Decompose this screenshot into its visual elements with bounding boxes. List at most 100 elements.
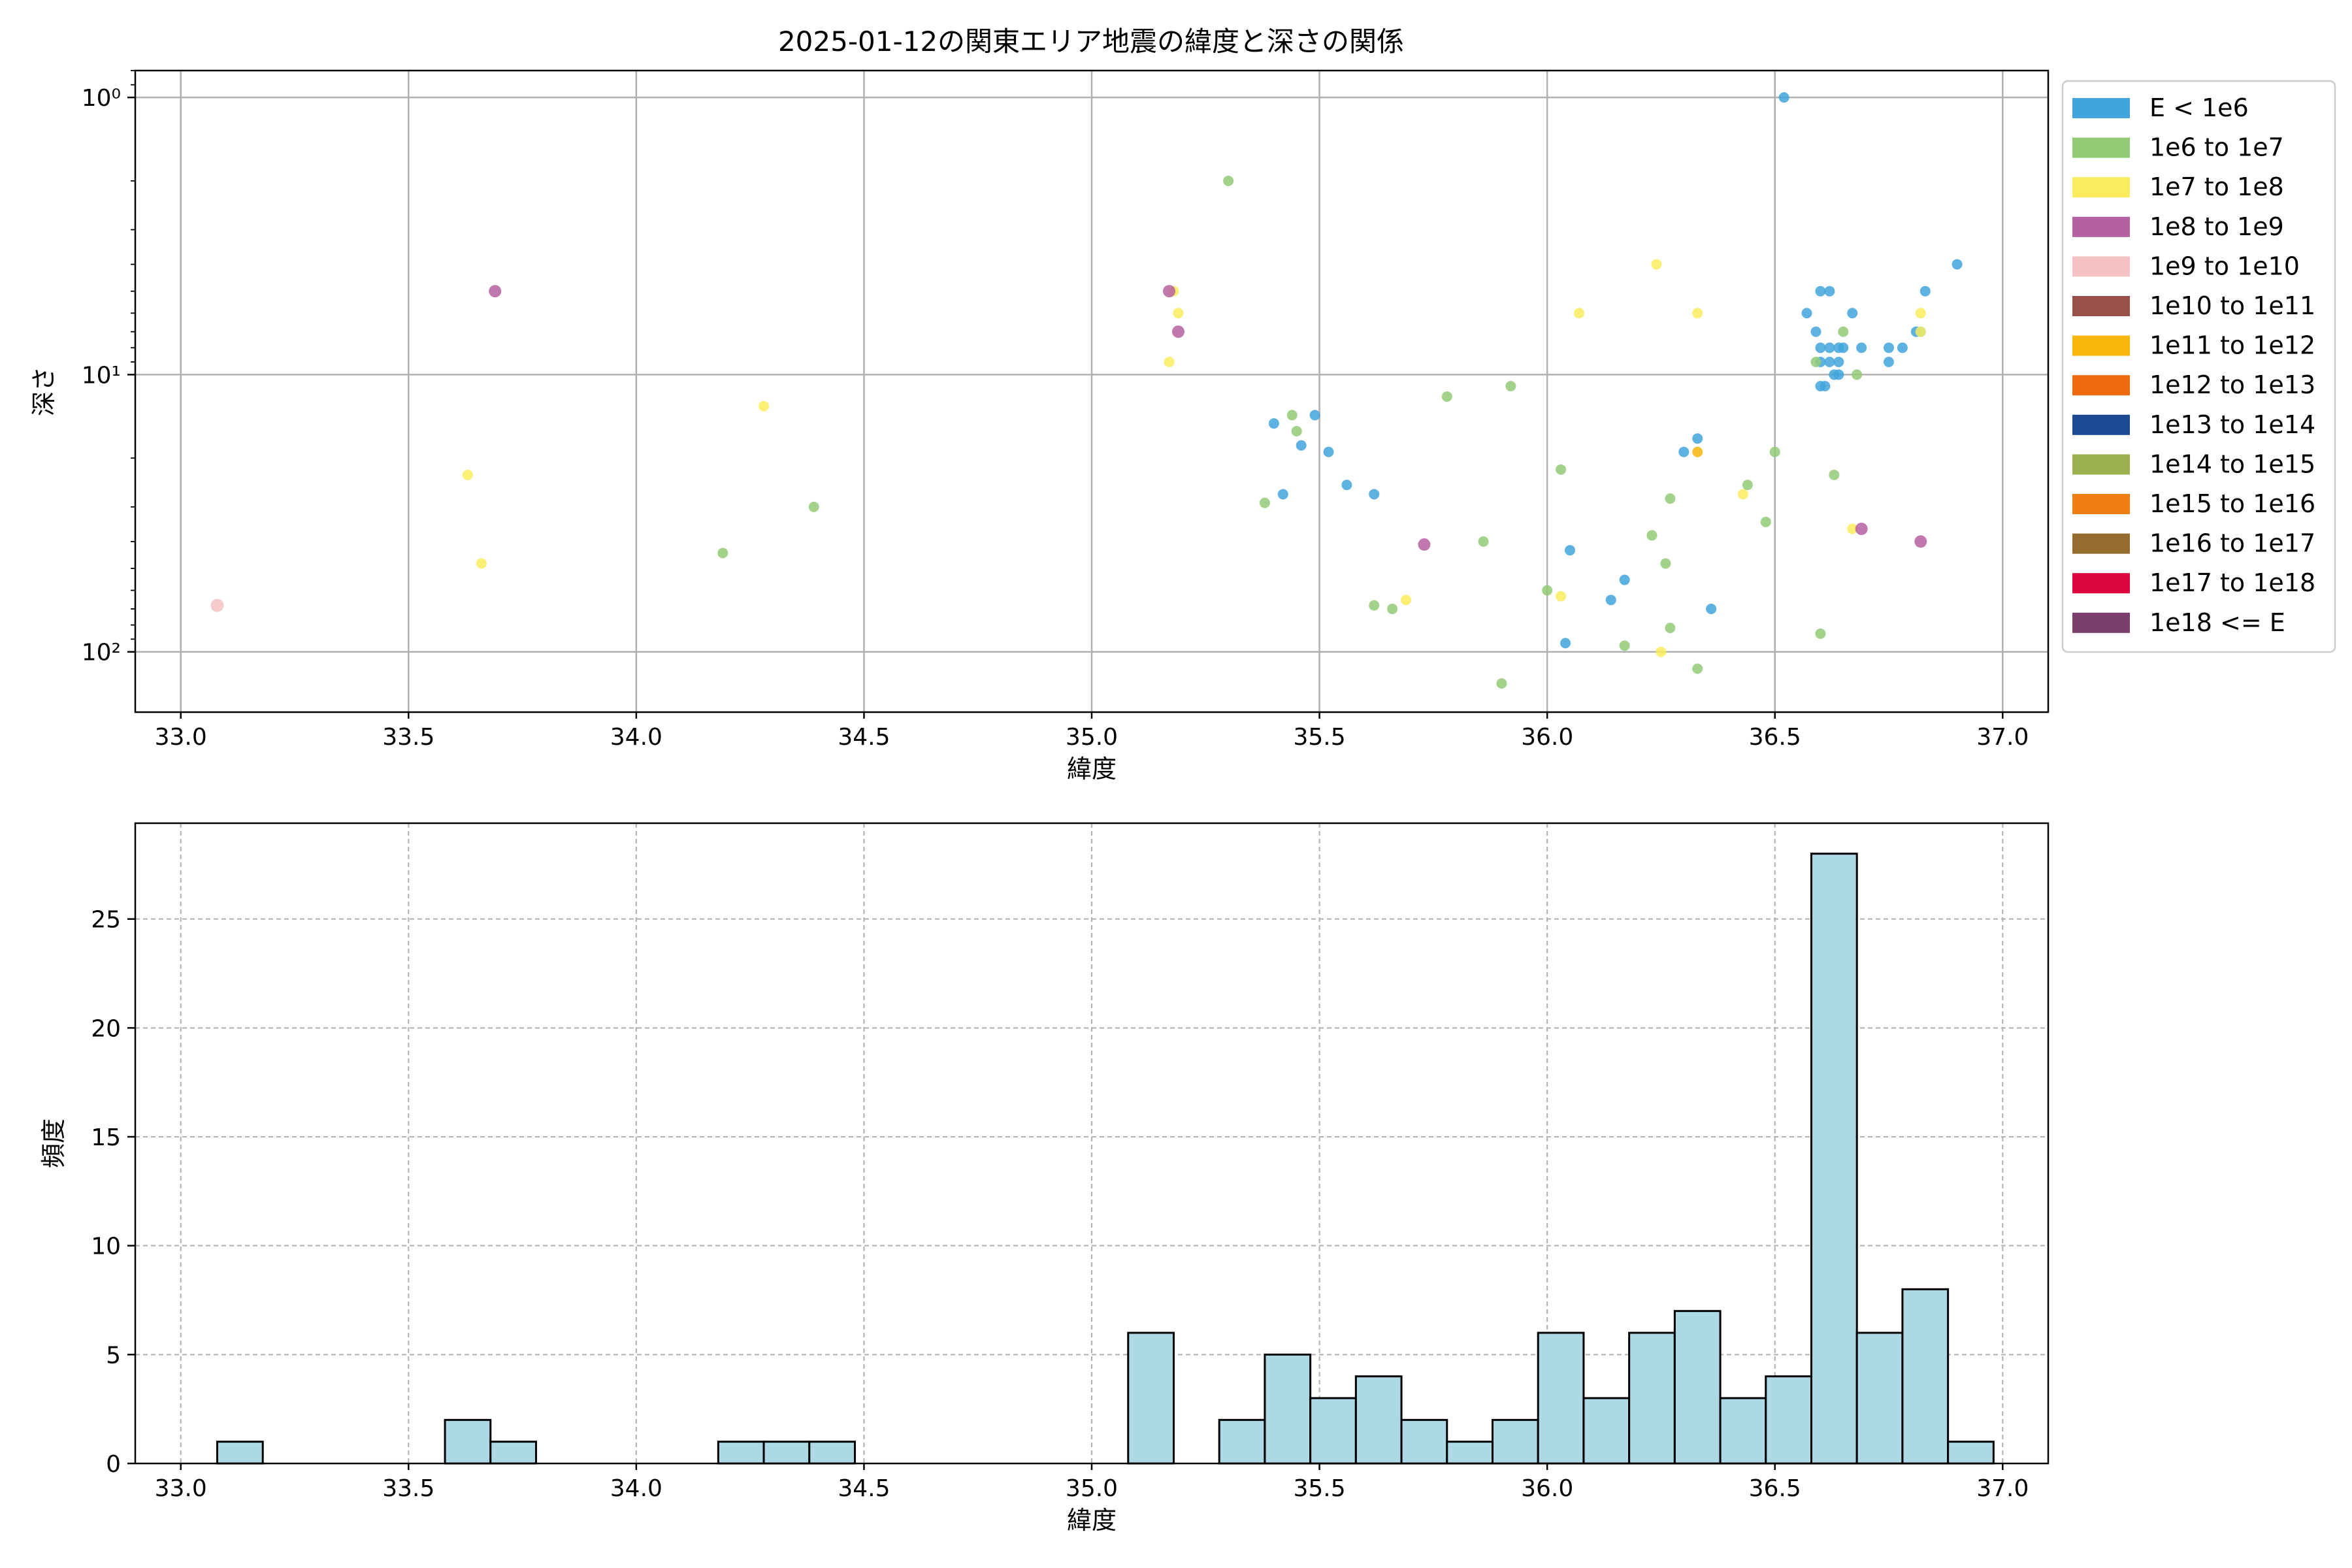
- scatter-point: [1478, 536, 1489, 547]
- scatter-point: [462, 469, 473, 480]
- legend-label: 1e7 to 1e8: [2149, 172, 2284, 201]
- scatter-point: [1369, 489, 1380, 500]
- scatter-point: [1706, 603, 1717, 614]
- histogram-bar: [1628, 1331, 1676, 1465]
- histogram-y-tick-label: 20: [91, 1015, 121, 1042]
- scatter-point: [1815, 342, 1826, 353]
- histogram-bar: [1400, 1418, 1448, 1465]
- scatter-x-ticks: 33.0 33.5 34.0 34.5 35.0 35.5 36.0 36.5 37.0: [155, 712, 2029, 751]
- scatter-point: [489, 285, 502, 298]
- histogram-y-axis-label: 頻度: [39, 1119, 68, 1168]
- legend-swatch: [2072, 137, 2130, 158]
- histogram-panel: 33.0 33.5 34.0 34.5 35.0 35.5 36.0 36.5 37.0 0 5 1…: [39, 822, 2050, 1535]
- scatter-points: [210, 92, 1963, 689]
- legend-label: 1e16 to 1e17: [2149, 529, 2315, 558]
- histogram-bar: [1810, 853, 1858, 1465]
- histogram-bar: [717, 1441, 765, 1465]
- histogram-y-tick-label: 25: [91, 907, 121, 934]
- legend-label: 1e14 to 1e15: [2149, 449, 2315, 478]
- histogram-bar: [1491, 1418, 1539, 1465]
- scatter-point: [1223, 175, 1234, 186]
- legend-label: 1e15 to 1e16: [2149, 489, 2315, 518]
- scatter-point: [476, 558, 487, 569]
- histogram-bar: [1446, 1441, 1494, 1465]
- histogram-x-tick-label: 35.5: [1293, 1475, 1345, 1502]
- scatter-point: [1660, 558, 1671, 569]
- scatter-y-axis-label: 深さ: [29, 367, 58, 416]
- scatter-point: [1856, 342, 1867, 353]
- scatter-point: [759, 400, 770, 412]
- scatter-point: [1496, 678, 1507, 689]
- scatter-point: [717, 547, 728, 559]
- scatter-point: [1852, 369, 1863, 380]
- scatter-point: [1163, 285, 1176, 298]
- scatter-x-tick-label: 33.0: [155, 724, 207, 751]
- histogram-x-tick-label: 36.0: [1521, 1475, 1573, 1502]
- legend-label: 1e12 to 1e13: [2149, 370, 2315, 399]
- scatter-point: [1884, 357, 1894, 368]
- scatter-x-tick-label: 34.0: [610, 724, 662, 751]
- scatter-x-tick-label: 35.0: [1066, 724, 1118, 751]
- scatter-point: [1573, 308, 1584, 319]
- scatter-point: [210, 598, 224, 612]
- scatter-point: [1369, 600, 1380, 611]
- scatter-point: [1833, 369, 1844, 380]
- scatter-point: [1692, 663, 1703, 674]
- scatter-point: [1742, 480, 1753, 491]
- legend-label: E < 1e6: [2149, 93, 2249, 122]
- scatter-point: [1605, 595, 1616, 606]
- scatter-x-tick-label: 36.5: [1749, 724, 1801, 751]
- histogram-bar: [1673, 1310, 1722, 1465]
- histogram-x-tick-label: 35.0: [1066, 1475, 1118, 1502]
- scatter-point: [1164, 357, 1175, 368]
- legend-label: 1e10 to 1e11: [2149, 291, 2315, 320]
- histogram-grid: [135, 823, 2048, 1464]
- histogram-y-ticks: 0 5 10 15 20 25: [91, 907, 135, 1478]
- histogram-bars: [216, 853, 1995, 1465]
- histogram-bar: [1765, 1375, 1812, 1465]
- histogram-bar: [444, 1418, 492, 1465]
- histogram-bar: [808, 1441, 856, 1465]
- histogram-bar: [216, 1441, 264, 1465]
- scatter-point: [1556, 464, 1567, 475]
- histogram-bar: [489, 1441, 537, 1465]
- scatter-point: [1692, 308, 1703, 319]
- scatter-point: [1505, 380, 1516, 391]
- histogram-bar: [1309, 1397, 1357, 1465]
- histogram-x-tick-label: 34.5: [838, 1475, 890, 1502]
- scatter-point: [1824, 286, 1835, 297]
- scatter-point: [1769, 446, 1780, 457]
- histogram-bar: [1582, 1397, 1631, 1465]
- scatter-point: [1838, 342, 1849, 353]
- scatter-point: [1838, 326, 1849, 337]
- legend-label: 1e8 to 1e9: [2149, 212, 2284, 241]
- scatter-point: [1291, 426, 1302, 437]
- scatter-point: [1619, 574, 1630, 585]
- scatter-point: [1820, 380, 1831, 391]
- legend-label: 1e11 to 1e12: [2149, 331, 2315, 360]
- legend-swatch: [2072, 533, 2130, 554]
- scatter-x-tick-label: 33.5: [382, 724, 434, 751]
- scatter-point: [1651, 259, 1662, 270]
- scatter-point: [1665, 623, 1676, 634]
- scatter-grid: [135, 71, 2048, 712]
- scatter-point: [1401, 595, 1412, 606]
- scatter-point: [1296, 440, 1307, 451]
- scatter-point: [1915, 308, 1926, 319]
- histogram-bar: [1537, 1331, 1585, 1465]
- histogram-bar: [1354, 1375, 1403, 1465]
- histogram-x-tick-label: 33.0: [155, 1475, 207, 1502]
- legend-swatch: [2072, 216, 2130, 237]
- scatter-point: [1341, 480, 1352, 491]
- scatter-point: [1556, 591, 1567, 602]
- legend-swatch: [2072, 494, 2130, 514]
- legend-label: 1e9 to 1e10: [2149, 252, 2300, 280]
- legend-swatch: [2072, 375, 2130, 396]
- histogram-bar: [1264, 1353, 1312, 1465]
- legend-swatch: [2072, 573, 2130, 594]
- scatter-point: [1810, 357, 1821, 368]
- scatter-point: [1646, 530, 1658, 541]
- legend-items: E < 1e6 1e6 to 1e7 1e7 to 1e8 1e8 to 1e9 1e9…: [2072, 93, 2315, 637]
- scatter-point: [1656, 646, 1667, 657]
